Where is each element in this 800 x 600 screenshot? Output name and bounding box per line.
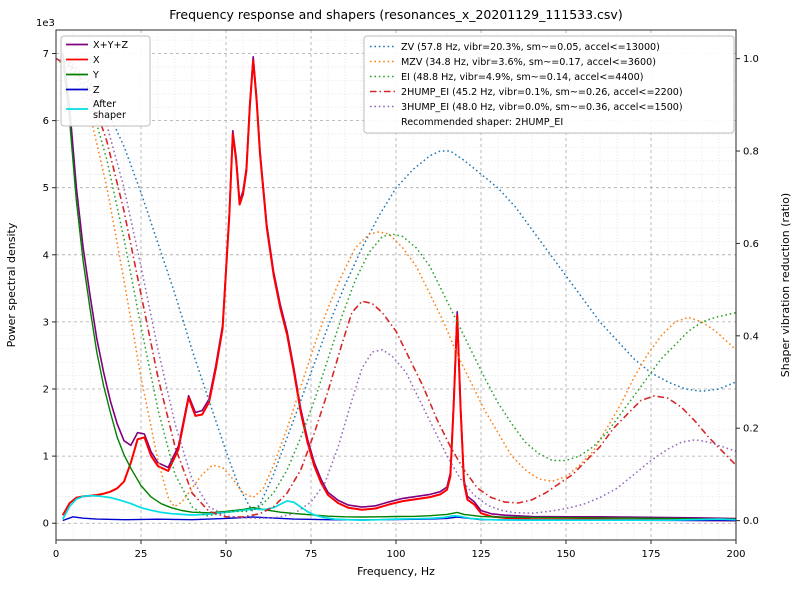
y-left-tick-label: 3 <box>43 317 49 328</box>
legend-psd-box <box>60 35 151 127</box>
y-left-tick-label: 5 <box>43 183 49 194</box>
series-lines <box>56 53 736 522</box>
legend-label: X <box>93 55 100 66</box>
y-left-axis-label: Power spectral density <box>5 222 18 347</box>
series-after-shaper <box>62 494 736 521</box>
legend-label: 3HUMP_EI (48.0 Hz, vibr=0.0%, sm~=0.36, … <box>401 102 683 113</box>
legend-shapers: ZV (57.8 Hz, vibr=20.3%, sm~=0.05, accel… <box>363 35 735 134</box>
x-tick-label: 175 <box>641 549 660 560</box>
x-tick-label: 75 <box>305 549 318 560</box>
x-tick-label: 50 <box>220 549 233 560</box>
x-axis: 0 25 50 75 100 125 150 175 200 <box>53 540 746 560</box>
y-right-tick-label: 0.2 <box>743 424 759 435</box>
y-left-tick-label: 7 <box>43 49 49 60</box>
y-right-tick-label: 0.0 <box>743 516 759 527</box>
legend-label: shaper <box>93 110 126 121</box>
y-left-tick-label: 6 <box>43 116 49 127</box>
series-y <box>62 60 736 520</box>
y-right-axis-label: Shaper vibration reduction (ratio) <box>779 193 792 377</box>
legend-label: MZV (34.8 Hz, vibr=3.6%, sm~=0.17, accel… <box>401 57 656 68</box>
y-right-tick-label: 0.6 <box>743 239 759 250</box>
legend-label: EI (48.8 Hz, vibr=4.9%, sm~=0.14, accel<… <box>401 72 643 83</box>
y-left-tick-label: 0 <box>43 519 49 530</box>
legend-label: ZV (57.8 Hz, vibr=20.3%, sm~=0.05, accel… <box>401 42 660 53</box>
series-mzv <box>56 58 736 508</box>
y-left-tick-label: 2 <box>43 385 49 396</box>
y-left-tick-label: 4 <box>43 250 49 261</box>
legend-shapers-box <box>363 35 735 134</box>
x-tick-label: 25 <box>135 549 148 560</box>
x-tick-label: 200 <box>726 549 745 560</box>
x-tick-label: 100 <box>386 549 405 560</box>
series-3hump-ei <box>56 57 736 520</box>
series-x <box>61 59 736 522</box>
y-axis-left: 0 1 2 3 4 5 6 7 <box>43 49 56 530</box>
recommended-shaper-note: Recommended shaper: 2HUMP_EI <box>401 117 563 128</box>
legend-label: Z <box>93 85 100 96</box>
legend-label: After <box>93 99 116 110</box>
x-axis-label: Frequency, Hz <box>357 565 435 578</box>
y-axis-right: 0.0 0.2 0.4 0.6 0.8 1.0 <box>736 54 759 527</box>
y-right-tick-label: 0.4 <box>743 331 759 342</box>
legend-label: Y <box>92 70 99 81</box>
legend-label: X+Y+Z <box>93 40 129 51</box>
x-tick-label: 150 <box>556 549 575 560</box>
series-zv <box>56 57 736 513</box>
y-right-tick-label: 1.0 <box>743 54 759 65</box>
x-tick-label: 0 <box>53 549 59 560</box>
chart-title: Frequency response and shapers (resonanc… <box>169 7 622 22</box>
series-2hump-ei <box>56 57 736 518</box>
x-tick-label: 125 <box>471 549 490 560</box>
y-right-tick-label: 0.8 <box>743 147 759 158</box>
axis-offset-label: 1e3 <box>36 18 55 29</box>
y-left-tick-label: 1 <box>43 452 49 463</box>
legend-label: 2HUMP_EI (45.2 Hz, vibr=0.1%, sm~=0.26, … <box>401 87 683 98</box>
series-ei <box>56 57 736 517</box>
